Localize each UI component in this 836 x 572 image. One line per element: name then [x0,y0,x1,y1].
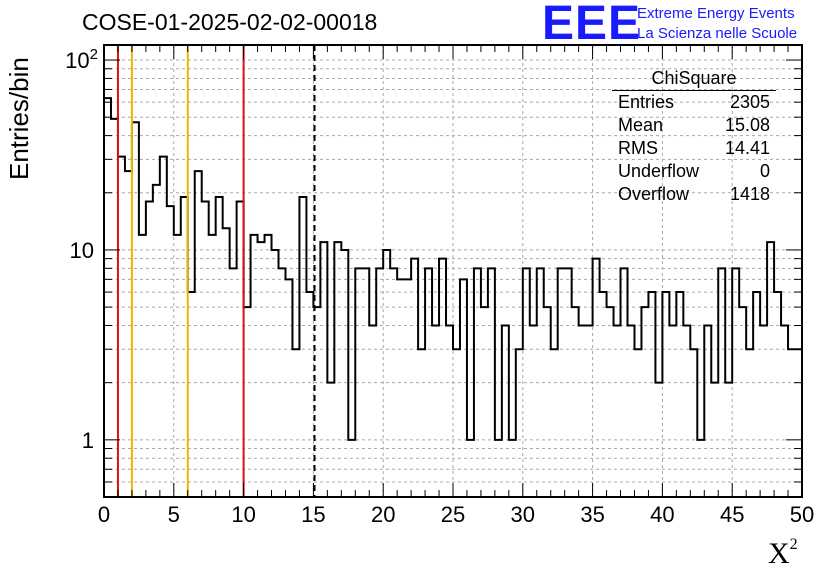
stats-value: 2305 [729,92,770,112]
histogram-line [104,97,802,441]
x-tick-label: 10 [231,502,255,527]
x-axis-label-sup: 2 [789,536,798,553]
stats-value: 15.08 [724,115,770,135]
x-tick-label: 5 [168,502,180,527]
x-tick-label: 35 [580,502,604,527]
stats-label: Entries [618,92,675,112]
x-tick-label: 25 [441,502,465,527]
tick-labels: 0 5 10 15 20 25 30 35 40 45 50 1 10 102 [65,46,814,527]
x-tick-label: 15 [301,502,325,527]
y-tick-label: 10 [70,238,94,263]
stats-value: 0 [759,161,770,181]
logo-line-1: Extreme Energy Events [637,5,795,22]
stats-row-underflow: Underflow 0 [610,160,778,183]
x-tick-label: 20 [371,502,395,527]
y-tick-label: 1 [82,428,94,453]
y-tick-label: 102 [65,46,98,73]
stats-row-overflow: Overflow 1418 [610,183,778,206]
x-tick-label: 30 [511,502,535,527]
x-axis-label-base: X [768,537,790,570]
eee-logo: EEE [542,0,642,50]
x-tick-label: 45 [720,502,744,527]
x-tick-label: 0 [98,502,110,527]
threshold-markers [116,45,316,497]
histogram-series [104,97,802,441]
stats-box: ChiSquare Entries 2305 Mean 15.08 RMS 14… [610,66,778,206]
stats-row-mean: Mean 15.08 [610,114,778,137]
stats-row-entries: Entries 2305 [610,91,778,114]
stats-value: 1418 [729,184,770,204]
stats-row-rms: RMS 14.41 [610,137,778,160]
x-tick-label: 40 [650,502,674,527]
stats-label: Mean [618,115,664,135]
y-axis-label: Entries/bin [4,57,34,180]
x-tick-label: 50 [790,502,814,527]
axes [103,44,803,498]
chart-title: COSE-01-2025-02-02-00018 [82,9,378,35]
stats-label: RMS [618,138,658,158]
stats-title: ChiSquare [612,66,776,91]
stats-label: Underflow [618,161,700,181]
x-axis-label: X2 [768,536,798,571]
logo-line-2: La Scienza nelle Scuole [637,25,798,42]
stats-label: Overflow [618,184,690,204]
stats-value: 14.41 [724,138,770,158]
